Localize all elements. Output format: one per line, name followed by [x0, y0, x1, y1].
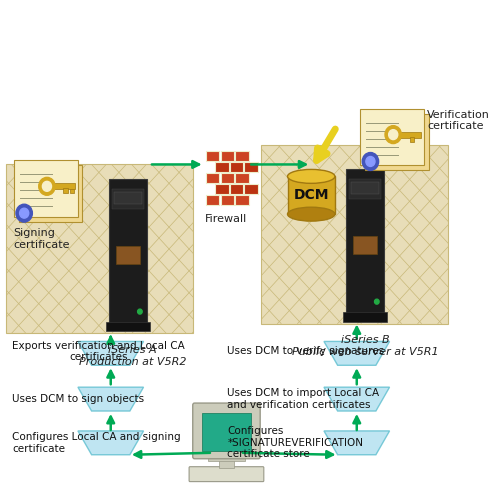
- Text: Configures
*SIGNATUREVERIFICATION
certificate store: Configures *SIGNATUREVERIFICATION certif…: [227, 426, 363, 459]
- Text: Uses DCM to sign objects: Uses DCM to sign objects: [12, 394, 145, 404]
- FancyBboxPatch shape: [360, 109, 424, 166]
- Text: Firewall: Firewall: [205, 214, 248, 224]
- Text: iSeries A
Production at V5R2: iSeries A Production at V5R2: [79, 346, 186, 367]
- Circle shape: [39, 177, 55, 195]
- FancyBboxPatch shape: [396, 132, 421, 137]
- Circle shape: [43, 182, 51, 191]
- FancyBboxPatch shape: [221, 195, 234, 205]
- FancyBboxPatch shape: [219, 460, 234, 468]
- FancyBboxPatch shape: [235, 151, 248, 161]
- FancyBboxPatch shape: [63, 188, 68, 193]
- FancyBboxPatch shape: [112, 189, 145, 209]
- Circle shape: [385, 126, 401, 144]
- FancyBboxPatch shape: [245, 184, 258, 194]
- Text: Exports verification and Local CA
certificates: Exports verification and Local CA certif…: [12, 341, 185, 362]
- FancyBboxPatch shape: [206, 173, 219, 182]
- FancyBboxPatch shape: [221, 151, 234, 161]
- FancyBboxPatch shape: [351, 182, 379, 194]
- FancyBboxPatch shape: [116, 246, 140, 264]
- Polygon shape: [324, 341, 390, 365]
- FancyBboxPatch shape: [50, 183, 75, 189]
- Circle shape: [20, 208, 29, 218]
- FancyBboxPatch shape: [215, 162, 229, 172]
- Polygon shape: [78, 387, 144, 411]
- Text: Uses DCM to verify signatures: Uses DCM to verify signatures: [227, 347, 385, 356]
- FancyBboxPatch shape: [245, 162, 258, 172]
- FancyBboxPatch shape: [353, 236, 377, 254]
- FancyBboxPatch shape: [215, 184, 229, 194]
- FancyBboxPatch shape: [206, 195, 219, 205]
- Circle shape: [138, 309, 142, 314]
- FancyBboxPatch shape: [206, 151, 219, 161]
- FancyBboxPatch shape: [343, 312, 387, 321]
- Ellipse shape: [288, 207, 335, 221]
- Polygon shape: [78, 431, 144, 455]
- FancyBboxPatch shape: [288, 176, 335, 214]
- FancyBboxPatch shape: [6, 165, 193, 333]
- FancyBboxPatch shape: [261, 145, 448, 323]
- FancyBboxPatch shape: [109, 180, 147, 323]
- FancyBboxPatch shape: [208, 455, 245, 461]
- FancyBboxPatch shape: [221, 173, 234, 182]
- Circle shape: [366, 156, 375, 166]
- FancyBboxPatch shape: [193, 403, 260, 459]
- FancyBboxPatch shape: [230, 184, 243, 194]
- FancyBboxPatch shape: [348, 180, 381, 199]
- Text: iSeries B
Public web server at V5R1: iSeries B Public web server at V5R1: [292, 335, 438, 357]
- Circle shape: [375, 299, 379, 304]
- FancyBboxPatch shape: [106, 321, 150, 332]
- Circle shape: [362, 152, 379, 170]
- Text: DCM: DCM: [294, 188, 329, 202]
- FancyBboxPatch shape: [70, 189, 74, 193]
- FancyBboxPatch shape: [409, 136, 414, 142]
- Circle shape: [16, 204, 32, 222]
- Text: Uses DCM to import Local CA
and verification certificates: Uses DCM to import Local CA and verifica…: [227, 388, 380, 410]
- FancyBboxPatch shape: [114, 192, 142, 204]
- FancyBboxPatch shape: [14, 161, 78, 217]
- FancyBboxPatch shape: [19, 166, 83, 222]
- FancyBboxPatch shape: [230, 162, 243, 172]
- Polygon shape: [78, 341, 144, 365]
- Ellipse shape: [288, 169, 335, 183]
- FancyBboxPatch shape: [235, 195, 248, 205]
- FancyBboxPatch shape: [202, 413, 251, 451]
- Circle shape: [389, 130, 398, 139]
- Polygon shape: [324, 431, 390, 455]
- FancyBboxPatch shape: [346, 169, 384, 314]
- Polygon shape: [324, 387, 390, 411]
- Text: Signing
certificate: Signing certificate: [13, 228, 70, 250]
- Text: Verification
certificate: Verification certificate: [427, 110, 490, 131]
- FancyBboxPatch shape: [365, 114, 429, 170]
- FancyBboxPatch shape: [235, 173, 248, 182]
- Text: Configures Local CA and signing
certificate: Configures Local CA and signing certific…: [12, 432, 181, 454]
- FancyBboxPatch shape: [189, 467, 264, 482]
